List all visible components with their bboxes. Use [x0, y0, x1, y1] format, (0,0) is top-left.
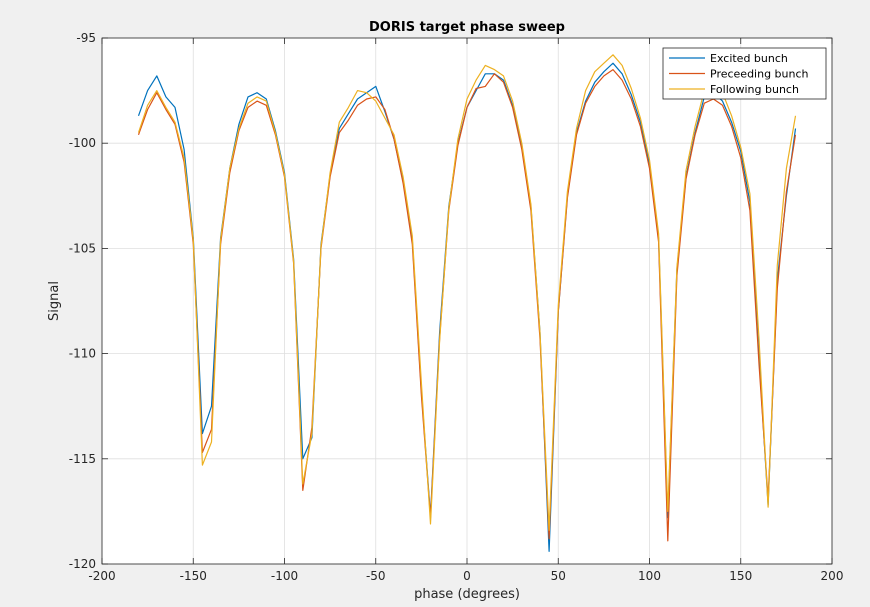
- legend-entry-label: Excited bunch: [710, 52, 788, 65]
- x-tick-label: -200: [88, 569, 115, 583]
- series-line-following-bunch: [137, 54, 797, 531]
- x-tick-label: 0: [463, 569, 471, 583]
- y-tick-label: -105: [69, 241, 96, 255]
- y-axis-label: Signal: [47, 281, 62, 321]
- legend-entry-label: Following bunch: [710, 83, 799, 96]
- x-tick-label: 100: [638, 569, 661, 583]
- y-tick-label: -100: [69, 136, 96, 150]
- series-line-preceeding-bunch: [137, 68, 797, 542]
- y-tick-label: -115: [69, 452, 96, 466]
- legend-entry-label: Preceeding bunch: [710, 68, 809, 81]
- x-tick-label: 200: [821, 569, 844, 583]
- y-tick-label: -120: [69, 557, 96, 571]
- axis-ticks: -200 -150 -100 -50 0 50 100 150 200 -120 -115 -110 -…: [69, 31, 844, 583]
- x-tick-label: 50: [551, 569, 566, 583]
- y-tick-label: -110: [69, 347, 96, 361]
- x-tick-label: -100: [271, 569, 298, 583]
- legend: Excited bunch Preceeding bunch Following b…: [662, 47, 827, 100]
- series-lines: [137, 54, 797, 553]
- grid-lines: [101, 37, 833, 565]
- x-axis-label: phase (degrees): [414, 587, 520, 602]
- y-tick-label: -95: [76, 31, 96, 45]
- chart-title: DORIS target phase sweep: [369, 20, 565, 35]
- x-tick-label: -50: [366, 569, 386, 583]
- x-tick-label: 150: [729, 569, 752, 583]
- x-tick-label: -150: [180, 569, 207, 583]
